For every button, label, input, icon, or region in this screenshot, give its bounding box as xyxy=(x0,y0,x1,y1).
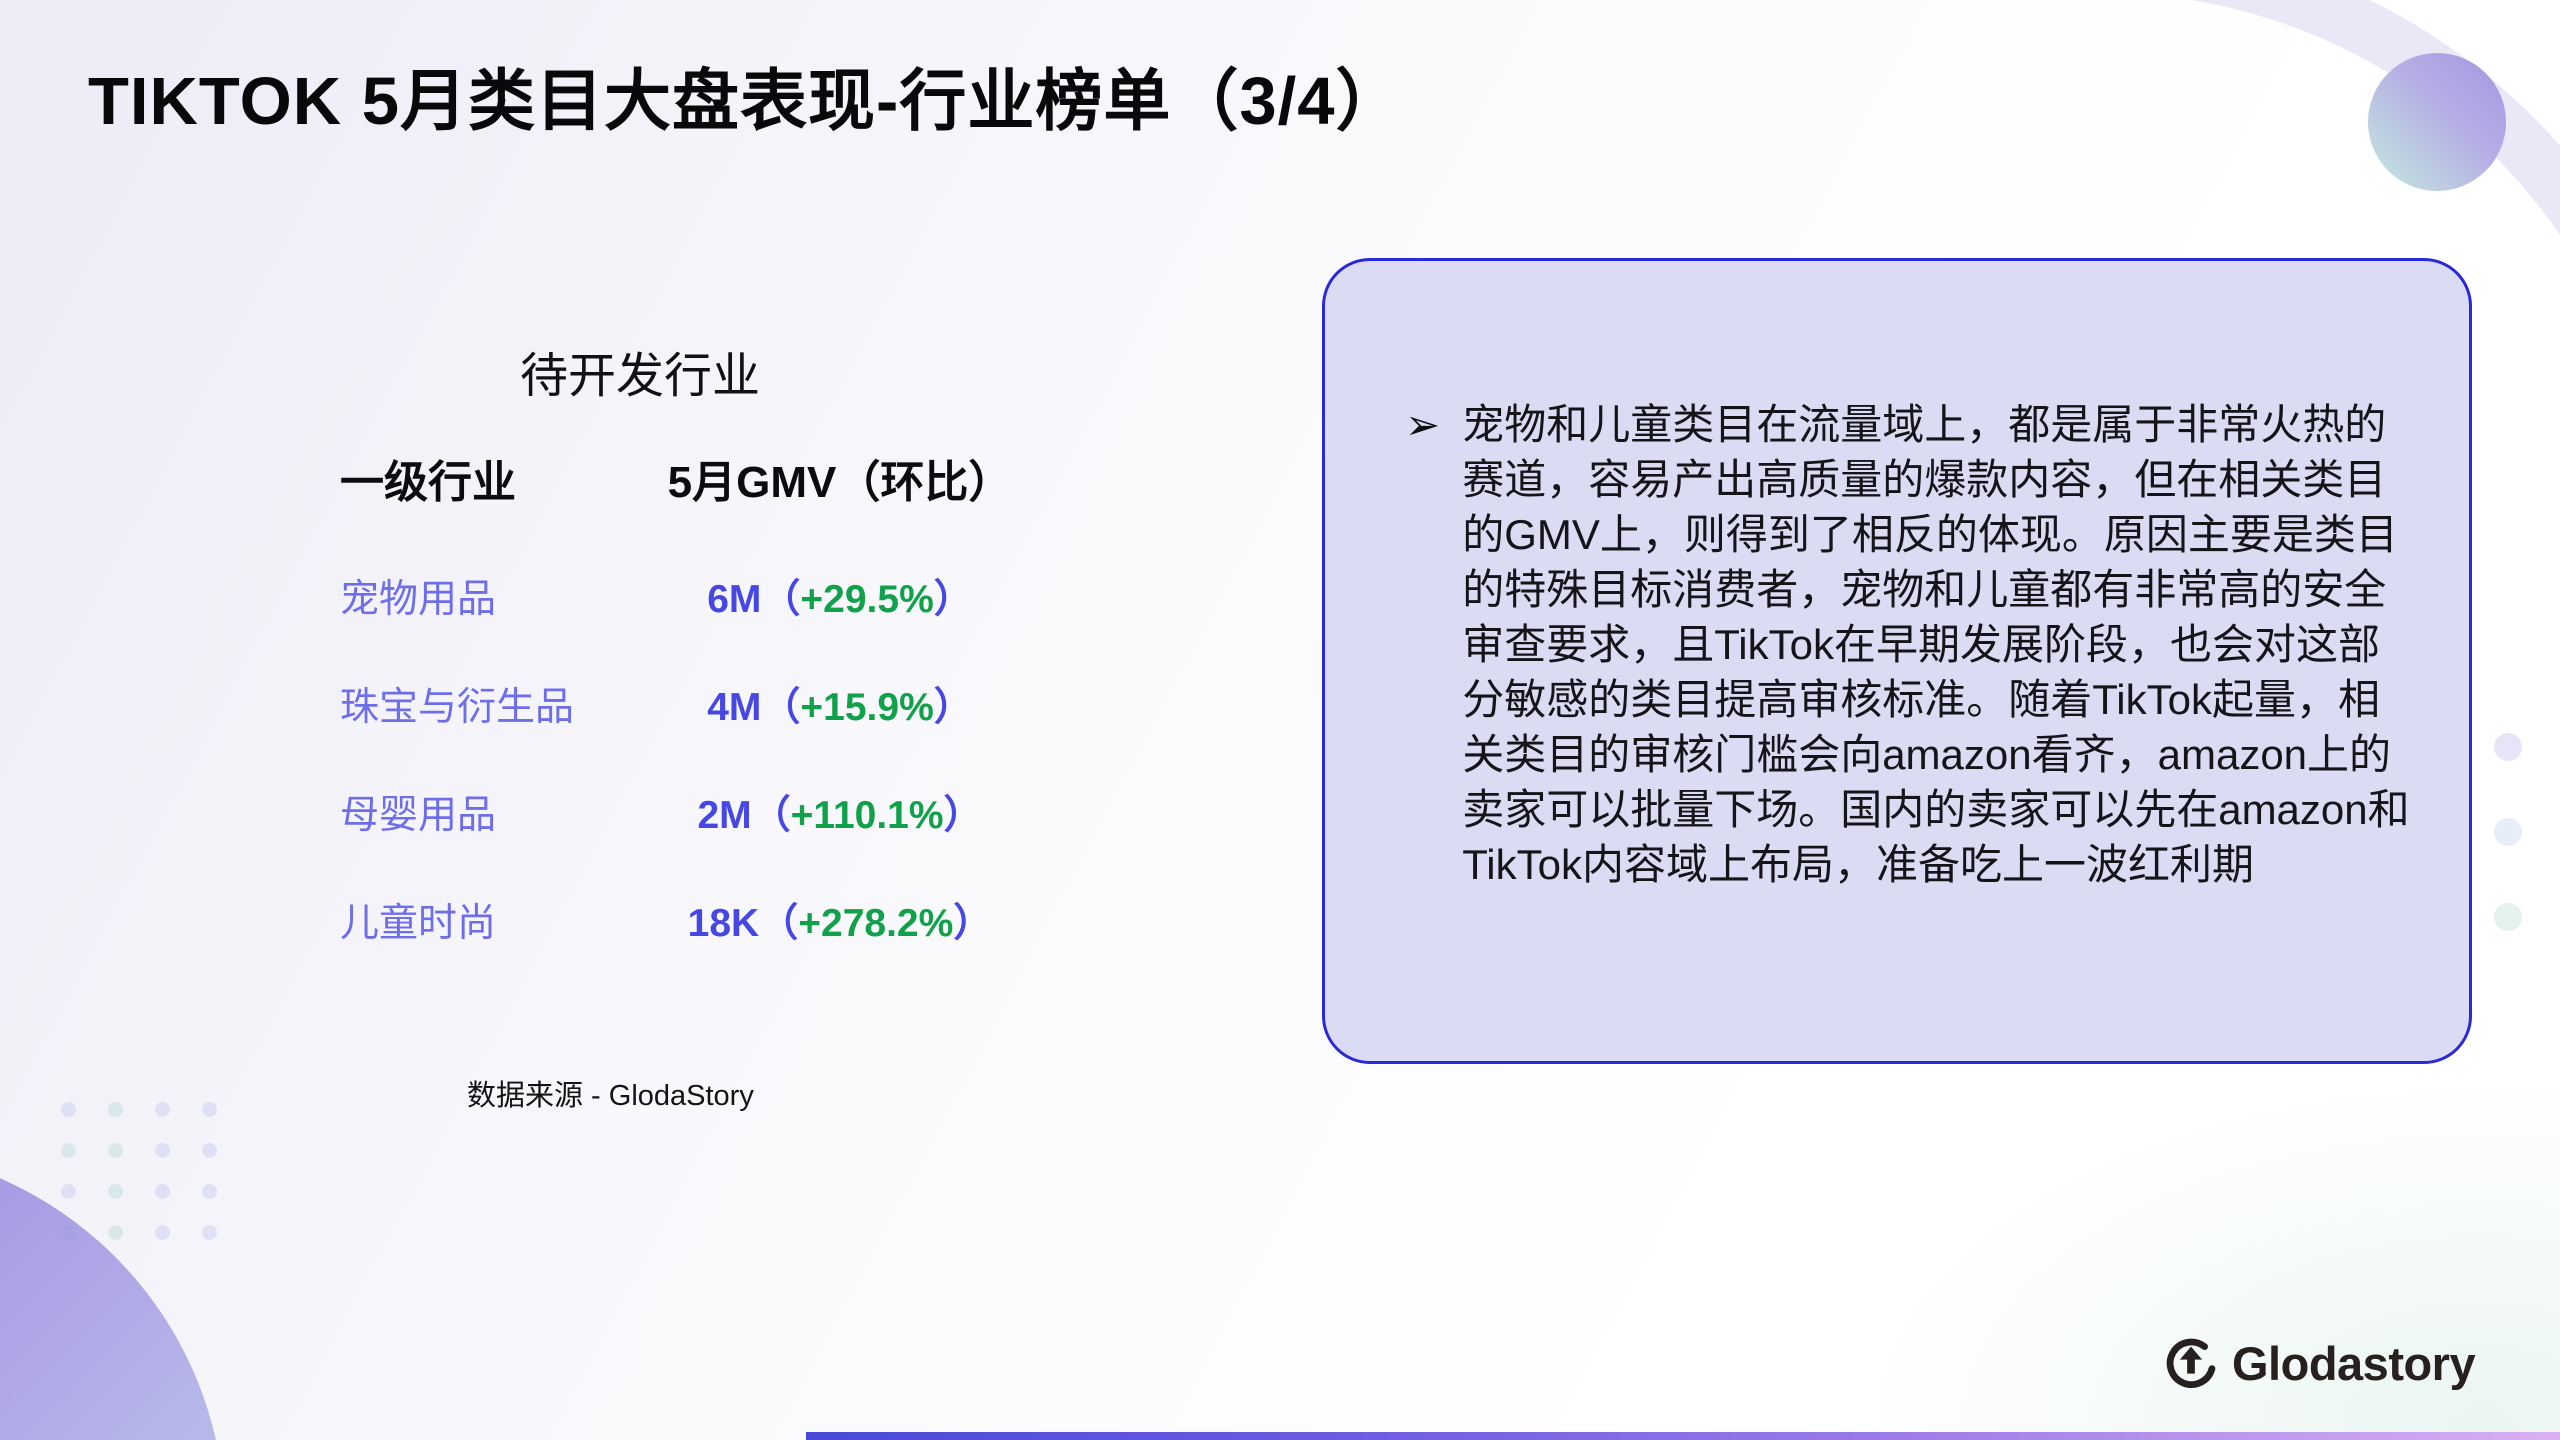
paren-open: （ xyxy=(751,794,791,837)
gmv-value: 6M xyxy=(707,578,762,621)
panel-heading: 待开发行业 xyxy=(519,350,760,403)
bottom-gradient-bar xyxy=(806,1432,2560,1440)
brand-logo: Glodastory xyxy=(2162,1334,2476,1392)
category-label: 宠物用品 xyxy=(340,578,497,621)
corner-circle-decoration xyxy=(2368,53,2506,191)
paren-open: （ xyxy=(759,902,799,945)
category-label: 儿童时尚 xyxy=(340,902,497,945)
gmv-value-group: 6M（+29.5%） xyxy=(650,576,1030,624)
dot-grid-left xyxy=(61,1102,217,1240)
gmv-value-group: 18K（+278.2%） xyxy=(650,900,1030,948)
table-row: 珠宝与衍生品 4M（+15.9%） xyxy=(340,684,1100,732)
paren-close: ） xyxy=(953,902,993,945)
data-source: 数据来源 - GlodaStory xyxy=(467,1080,754,1112)
insight-box: ➢ 宠物和儿童类目在流量域上，都是属于非常火热的赛道，容易产出高质量的爆款内容，… xyxy=(1322,258,2472,1064)
gmv-value: 18K xyxy=(687,902,760,945)
category-label: 母婴用品 xyxy=(340,794,497,837)
paren-close: ） xyxy=(933,578,973,621)
page-title: TIKTOK 5月类目大盘表现-行业榜单（3/4） xyxy=(88,64,1404,139)
table-header-gmv: 5月GMV（环比） xyxy=(667,458,1013,507)
gmv-value: 4M xyxy=(707,686,762,729)
paren-close: ） xyxy=(943,794,983,837)
paren-open: （ xyxy=(761,686,801,729)
insight-text: 宠物和儿童类目在流量域上，都是属于非常火热的赛道，容易产出高质量的爆款内容，但在… xyxy=(1462,401,2410,888)
brand-logo-icon xyxy=(2166,1338,2216,1388)
table-row: 母婴用品 2M（+110.1%） xyxy=(340,792,1100,840)
gmv-value-group: 2M（+110.1%） xyxy=(650,792,1030,840)
gmv-change: +110.1% xyxy=(790,794,944,837)
table-header-industry: 一级行业 xyxy=(340,458,516,507)
paren-close: ） xyxy=(933,686,973,729)
gmv-change: +278.2% xyxy=(798,902,954,945)
table-row: 儿童时尚 18K（+278.2%） xyxy=(340,900,1100,948)
gmv-table: 一级行业 5月GMV（环比） 宠物用品 6M（+29.5%） 珠宝与衍生品 4M… xyxy=(340,458,1100,948)
brand-logo-text: Glodastory xyxy=(2232,1336,2476,1390)
gmv-change: +29.5% xyxy=(800,578,934,621)
arrowhead-bullet-icon: ➢ xyxy=(1405,401,1441,448)
insight-bullet-row: ➢ 宠物和儿童类目在流量域上，都是属于非常火热的赛道，容易产出高质量的爆款内容，… xyxy=(1405,397,2435,892)
table-body: 宠物用品 6M（+29.5%） 珠宝与衍生品 4M（+15.9%） 母婴用品 2… xyxy=(340,576,1100,948)
table-row: 宠物用品 6M（+29.5%） xyxy=(340,576,1100,624)
table-header: 一级行业 5月GMV（环比） xyxy=(340,458,1100,508)
paren-open: （ xyxy=(761,578,801,621)
dot-grid-right xyxy=(2494,733,2522,931)
gmv-value: 2M xyxy=(697,794,752,837)
category-label: 珠宝与衍生品 xyxy=(340,686,575,729)
gmv-change: +15.9% xyxy=(800,686,934,729)
gmv-value-group: 4M（+15.9%） xyxy=(650,684,1030,732)
